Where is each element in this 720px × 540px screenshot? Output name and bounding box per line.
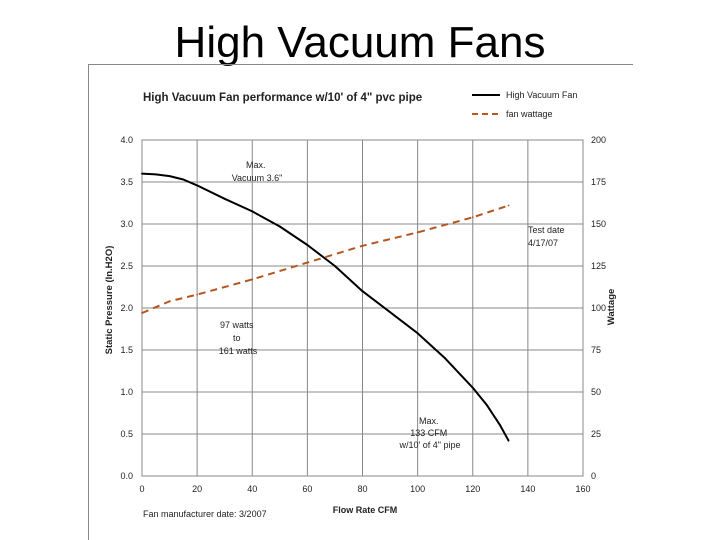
- y2-tick-label: 0: [591, 471, 596, 481]
- annotation-max-cfm-line-3: w/10' of 4" pipe: [399, 440, 461, 450]
- data-point-wattage: [471, 216, 474, 219]
- y-tick-label: 1.5: [120, 345, 133, 355]
- annotation-test-date-line-1: Test date: [528, 225, 565, 235]
- y2-tick-label: 200: [591, 135, 606, 145]
- x-tick-label: 80: [357, 484, 367, 494]
- y2-tick-label: 50: [591, 387, 601, 397]
- data-point-fan-curve: [306, 244, 309, 246]
- y-tick-label: 4.0: [120, 135, 133, 145]
- annotation-max-vacuum-line-1: Max.: [246, 160, 266, 170]
- data-point-fan-curve: [334, 265, 336, 267]
- x-axis-title: Flow Rate CFM: [333, 505, 398, 515]
- x-tick-label: 40: [247, 484, 257, 494]
- data-point-fan-curve: [416, 332, 419, 335]
- legend-label-fan-curve: High Vacuum Fan: [506, 90, 577, 100]
- y-tick-label: 0.0: [120, 471, 133, 481]
- data-point-fan-curve: [196, 184, 199, 187]
- y2-axis-title: Wattage: [606, 289, 617, 326]
- data-point-fan-curve: [154, 173, 157, 176]
- data-point-fan-curve: [223, 197, 226, 200]
- annotation-wattage-range: 97 watts to 161 watts: [219, 320, 258, 356]
- annotation-max-cfm-line-1: Max.: [419, 416, 439, 426]
- y2-tick-label: 125: [591, 261, 606, 271]
- data-point-wattage: [416, 231, 419, 234]
- y2-tick-label: 100: [591, 303, 606, 313]
- y-tick-label: 0.5: [120, 429, 133, 439]
- data-point-wattage: [306, 261, 309, 264]
- data-point-wattage: [141, 312, 143, 314]
- data-point-fan-curve: [251, 210, 254, 213]
- annotation-test-date: Test date 4/17/07: [528, 225, 567, 248]
- x-tick-label: 160: [575, 484, 590, 494]
- y-tick-label: 3.5: [120, 177, 133, 187]
- annotation-test-date-line-2: 4/17/07: [528, 238, 558, 248]
- x-tick-label: 100: [410, 484, 425, 494]
- series-line-fan-curve: [141, 172, 510, 442]
- data-point-fan-curve: [182, 178, 185, 181]
- slide-title: High Vacuum Fans: [174, 18, 546, 67]
- annotation-max-cfm: Max. 133 CFM w/10' of 4" pipe: [399, 416, 461, 450]
- data-point-fan-curve: [389, 311, 391, 314]
- y-tick-label: 2.0: [120, 303, 133, 313]
- chart-footnote: Fan manufacturer date: 3/2007: [143, 509, 267, 519]
- x-tick-label: 120: [465, 484, 480, 494]
- x-tick-label: 0: [139, 484, 144, 494]
- data-point-fan-curve: [141, 172, 143, 175]
- data-point-fan-curve: [278, 225, 281, 228]
- y-tick-label: 3.0: [120, 219, 133, 229]
- data-point-wattage: [507, 204, 510, 207]
- x-tick-label: 60: [302, 484, 312, 494]
- data-point-wattage: [196, 293, 199, 296]
- annotation-max-vacuum-line-2: Vacuum 3.6": [232, 173, 283, 183]
- data-point-fan-curve: [485, 403, 488, 406]
- y-tick-label: 2.5: [120, 261, 133, 271]
- data-point-fan-curve: [471, 386, 474, 389]
- legend-label-wattage: fan wattage: [506, 109, 553, 119]
- data-point-wattage: [251, 278, 254, 281]
- data-point-wattage: [168, 300, 171, 303]
- data-point-fan-curve: [444, 357, 447, 360]
- data-point-fan-curve: [507, 439, 510, 442]
- panel-border-top: [88, 64, 633, 65]
- x-tick-label: 140: [520, 484, 535, 494]
- y2-tick-label: 75: [591, 345, 601, 355]
- annotation-max-cfm-line-2: 133 CFM: [410, 428, 447, 438]
- data-point-fan-curve: [499, 424, 502, 427]
- x-tick-label: 20: [192, 484, 202, 494]
- y2-tick-label: 150: [591, 219, 606, 229]
- data-point-fan-curve: [361, 290, 364, 293]
- y2-tick-label: 175: [591, 177, 606, 187]
- chart-title: High Vacuum Fan performance w/10' of 4" …: [143, 92, 422, 104]
- data-point-wattage: [361, 244, 364, 247]
- annotation-wattage-range-line-2: to: [233, 333, 241, 343]
- annotation-wattage-range-line-3: 161 watts: [219, 346, 258, 356]
- y-tick-label: 1.0: [120, 387, 133, 397]
- data-point-fan-curve: [168, 175, 171, 178]
- annotation-wattage-range-line-1: 97 watts: [220, 320, 254, 330]
- y2-tick-label: 25: [591, 429, 601, 439]
- y-axis-title: Static Pressure (In.H2O): [104, 246, 115, 355]
- annotation-max-vacuum: Max. Vacuum 3.6": [232, 160, 283, 183]
- panel-border-left: [88, 64, 89, 540]
